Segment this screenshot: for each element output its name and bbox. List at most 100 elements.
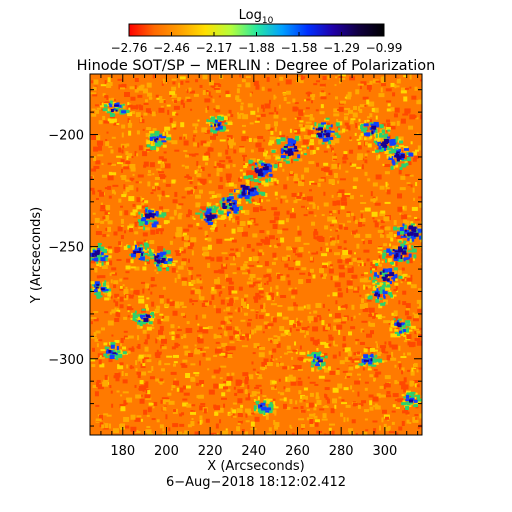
network-patch (157, 257, 162, 260)
map-texture-speck (198, 189, 203, 194)
map-texture-speck (263, 358, 269, 364)
map-texture-speck (378, 294, 383, 298)
map-texture-speck (113, 122, 119, 126)
map-texture-speck (250, 170, 257, 176)
map-texture-speck (205, 151, 210, 156)
map-texture-speck (180, 99, 184, 105)
network-patch (150, 144, 153, 147)
map-texture-speck (204, 98, 211, 103)
network-patch (386, 278, 390, 282)
network-patch (399, 330, 403, 334)
map-texture-speck (412, 187, 415, 193)
map-texture-speck (402, 276, 408, 280)
network-patch (403, 396, 407, 399)
map-texture-speck (158, 380, 165, 384)
map-texture-speck (228, 413, 233, 416)
map-texture-speck (373, 107, 379, 113)
map-texture-speck (380, 77, 384, 83)
map-texture-speck (161, 158, 167, 162)
network-patch (386, 154, 389, 159)
map-texture-speck (240, 102, 244, 105)
network-patch (154, 255, 159, 259)
map-texture-speck (322, 303, 325, 308)
map-texture-speck (190, 411, 197, 415)
map-texture-speck (191, 300, 198, 303)
network-patch (91, 253, 95, 258)
map-texture-speck (143, 409, 148, 415)
map-texture-speck (333, 344, 338, 347)
map-texture-speck (155, 228, 159, 234)
map-texture-speck (175, 113, 179, 116)
map-texture-speck (147, 431, 152, 435)
map-texture-speck (256, 242, 263, 246)
network-patch (231, 199, 236, 202)
network-patch (415, 394, 421, 397)
network-patch (273, 401, 276, 406)
network-patch (413, 254, 417, 259)
network-patch (312, 149, 316, 154)
network-patch (212, 131, 217, 134)
map-texture-speck (128, 185, 134, 191)
map-texture-speck (227, 320, 232, 324)
map-texture-speck (332, 398, 338, 404)
map-texture-speck (124, 372, 128, 376)
network-patch (142, 266, 147, 271)
map-texture-speck (275, 197, 278, 200)
network-patch (210, 125, 213, 128)
network-patch (391, 252, 396, 255)
map-texture-speck (331, 140, 336, 146)
network-patch (364, 120, 367, 125)
map-texture-speck (91, 113, 97, 117)
map-texture-speck (225, 182, 230, 187)
map-texture-speck (155, 338, 158, 344)
map-texture-speck (389, 290, 392, 293)
map-texture-speck (215, 89, 221, 93)
map-texture-speck (280, 198, 283, 204)
network-patch (115, 109, 118, 112)
map-texture-speck (93, 79, 99, 85)
network-patch (119, 104, 122, 108)
map-texture-speck (421, 77, 422, 83)
map-texture-speck (181, 336, 184, 340)
map-texture-speck (206, 89, 209, 95)
map-texture-speck (177, 326, 180, 329)
network-patch (395, 164, 399, 168)
map-texture-speck (301, 267, 307, 271)
map-texture-speck (208, 91, 211, 97)
map-texture-speck (228, 290, 232, 296)
network-patch (162, 262, 165, 267)
map-texture-speck (297, 225, 300, 231)
map-texture-speck (144, 394, 151, 399)
network-patch (402, 328, 406, 332)
map-texture-speck (360, 328, 364, 333)
map-texture-speck (254, 328, 257, 334)
network-patch (400, 235, 406, 238)
network-patch (97, 242, 102, 245)
map-texture-speck (348, 331, 353, 336)
map-texture-speck (235, 380, 242, 386)
map-texture-speck (343, 240, 347, 244)
map-texture-speck (368, 101, 375, 107)
map-texture-speck (282, 168, 285, 172)
network-patch (380, 252, 383, 255)
map-texture-speck (337, 292, 343, 298)
map-texture-speck (311, 221, 316, 226)
network-patch (138, 211, 141, 215)
map-texture-speck (107, 175, 114, 181)
network-patch (393, 318, 396, 321)
network-patch (354, 360, 360, 363)
map-texture-speck (90, 358, 96, 362)
map-texture-speck (342, 193, 347, 199)
map-texture-speck (138, 354, 144, 359)
network-patch (113, 104, 119, 107)
network-patch (257, 188, 260, 191)
network-patch (103, 342, 108, 346)
network-patch (260, 402, 266, 406)
map-texture-speck (272, 223, 278, 229)
map-texture-speck (249, 273, 256, 278)
map-texture-speck (194, 153, 199, 156)
network-patch (370, 358, 373, 362)
network-patch (123, 245, 128, 250)
map-texture-speck (367, 240, 372, 245)
map-texture-speck (326, 247, 330, 252)
